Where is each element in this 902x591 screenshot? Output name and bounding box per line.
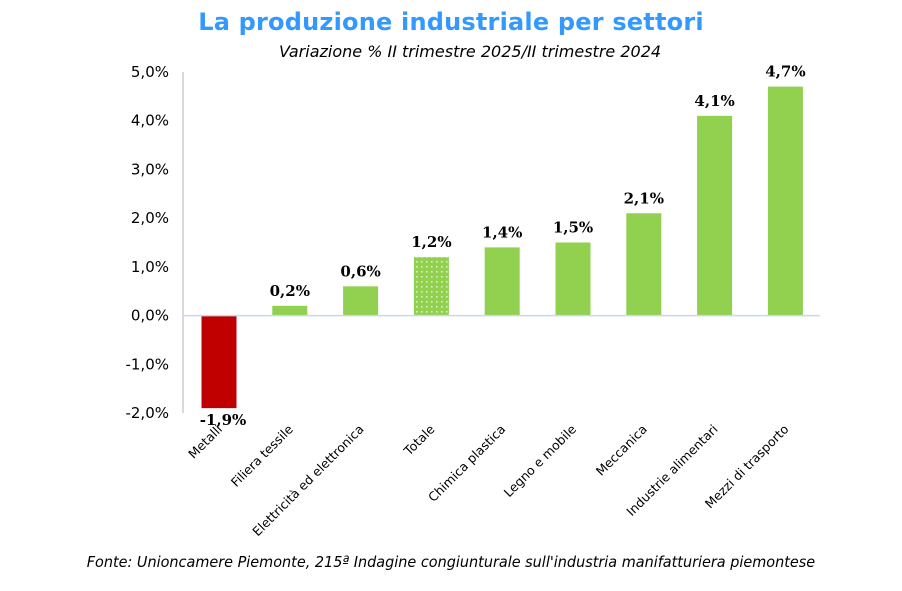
- x-tick-label: Totale: [400, 421, 438, 459]
- data-label: 0,6%: [340, 262, 380, 280]
- bar-industrie-alimentari: [697, 115, 733, 316]
- data-label: 1,5%: [553, 219, 593, 237]
- data-label: 2,1%: [624, 189, 664, 207]
- y-tick-label: 5,0%: [131, 63, 169, 81]
- chart-subtitle: Variazione % II trimestre 2025/II trimes…: [278, 42, 662, 61]
- y-tick-label: -2,0%: [125, 404, 169, 422]
- bar-metalli: [201, 315, 237, 409]
- data-label: 4,7%: [765, 63, 805, 81]
- data-label: 0,2%: [270, 282, 310, 300]
- data-label: -1,9%: [200, 411, 247, 429]
- bar-legno-e-mobile: [555, 242, 591, 316]
- x-tick-label: Legno e mobile: [501, 421, 580, 500]
- data-labels: -1,9% 0,2% 0,6% 1,2% 1,4% 1,5% 2,1% 4,1% 4,7%: [200, 63, 806, 430]
- y-axis: 5,0% 4,0% 3,0% 2,0% 1,0% 0,0% -1,0% -2,0%: [125, 63, 184, 422]
- bar-filiera-tessile: [272, 305, 308, 316]
- data-label: 4,1%: [694, 92, 734, 110]
- bars: [183, 86, 820, 409]
- bar-mezzi-di-trasporto: [767, 86, 803, 316]
- y-tick-label: 0,0%: [131, 307, 169, 325]
- y-tick-label: -1,0%: [125, 355, 169, 373]
- data-label: 1,2%: [411, 233, 451, 251]
- bar-chimica-plastica: [484, 247, 520, 316]
- x-tick-label: Meccanica: [593, 422, 650, 479]
- data-label: 1,4%: [482, 223, 522, 241]
- x-tick-label: Chimica plastica: [425, 422, 508, 505]
- y-tick-label: 1,0%: [131, 258, 169, 276]
- bar-elettricit-ed-elettronica: [343, 286, 379, 316]
- source-note: Fonte: Unioncamere Piemonte, 215ª Indagi…: [86, 553, 816, 571]
- chart-title: La produzione industriale per settori: [198, 8, 704, 36]
- y-tick-label: 4,0%: [131, 112, 169, 130]
- bar-meccanica: [626, 213, 662, 316]
- bar-totale: [413, 257, 449, 316]
- y-tick-label: 3,0%: [131, 160, 169, 178]
- y-tick-label: 2,0%: [131, 209, 169, 227]
- x-tick-label: Filiera tessile: [228, 421, 296, 489]
